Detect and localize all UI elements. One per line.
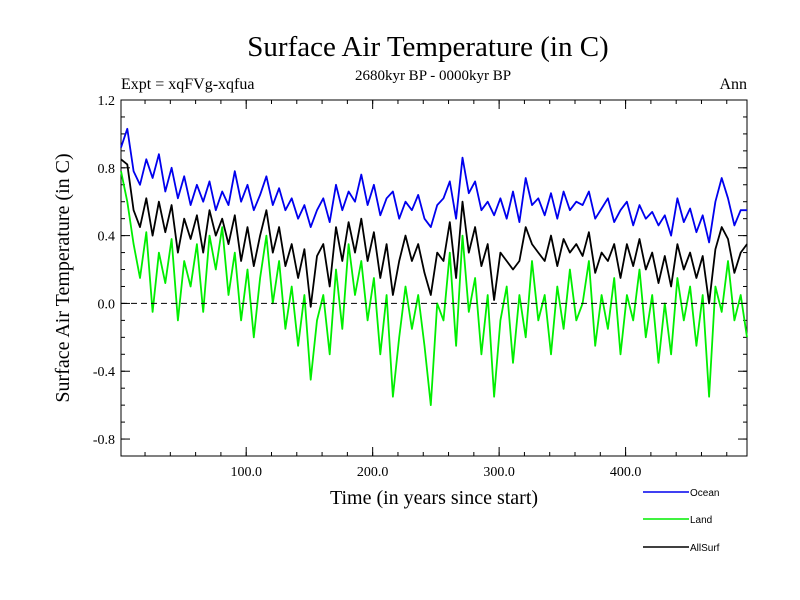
legend: Ocean Land AllSurf: [643, 488, 720, 554]
series-line-allsurf: [120, 158, 748, 308]
x-tick-label: 100.0: [230, 465, 262, 480]
y-tick-label: 1.2: [98, 94, 116, 109]
chart-subtitle: 2680kyr BP - 0000kyr BP: [355, 68, 511, 84]
chart-title: Surface Air Temperature (in C): [247, 31, 608, 63]
y-tick-label: 0.0: [98, 297, 116, 312]
y-axis-label: Surface Air Temperature (in C): [52, 153, 74, 402]
experiment-label: Expt = xqFVg-xqfua: [121, 76, 254, 93]
x-axis-label: Time (in years since start): [330, 487, 538, 509]
legend-label-allsurf: AllSurf: [690, 543, 720, 554]
series-line-ocean: [120, 127, 747, 244]
x-tick-label: 400.0: [610, 465, 642, 480]
plot-frame: [120, 99, 748, 457]
x-tick-label: 200.0: [357, 465, 389, 480]
x-tick-label: 300.0: [483, 465, 515, 480]
legend-label-land: Land: [690, 515, 712, 526]
season-label: Ann: [719, 76, 747, 93]
plot-area: 100.0 200.0 300.0 400.0 1.2 0.8 0.4 0.0 -0.4 -0.8: [93, 94, 748, 480]
legend-label-ocean: Ocean: [690, 488, 719, 499]
y-tick-label: -0.4: [93, 365, 115, 380]
y-tick-label: -0.8: [93, 433, 115, 448]
y-tick-label: 0.4: [98, 230, 116, 245]
y-tick-label: 0.8: [98, 162, 116, 177]
